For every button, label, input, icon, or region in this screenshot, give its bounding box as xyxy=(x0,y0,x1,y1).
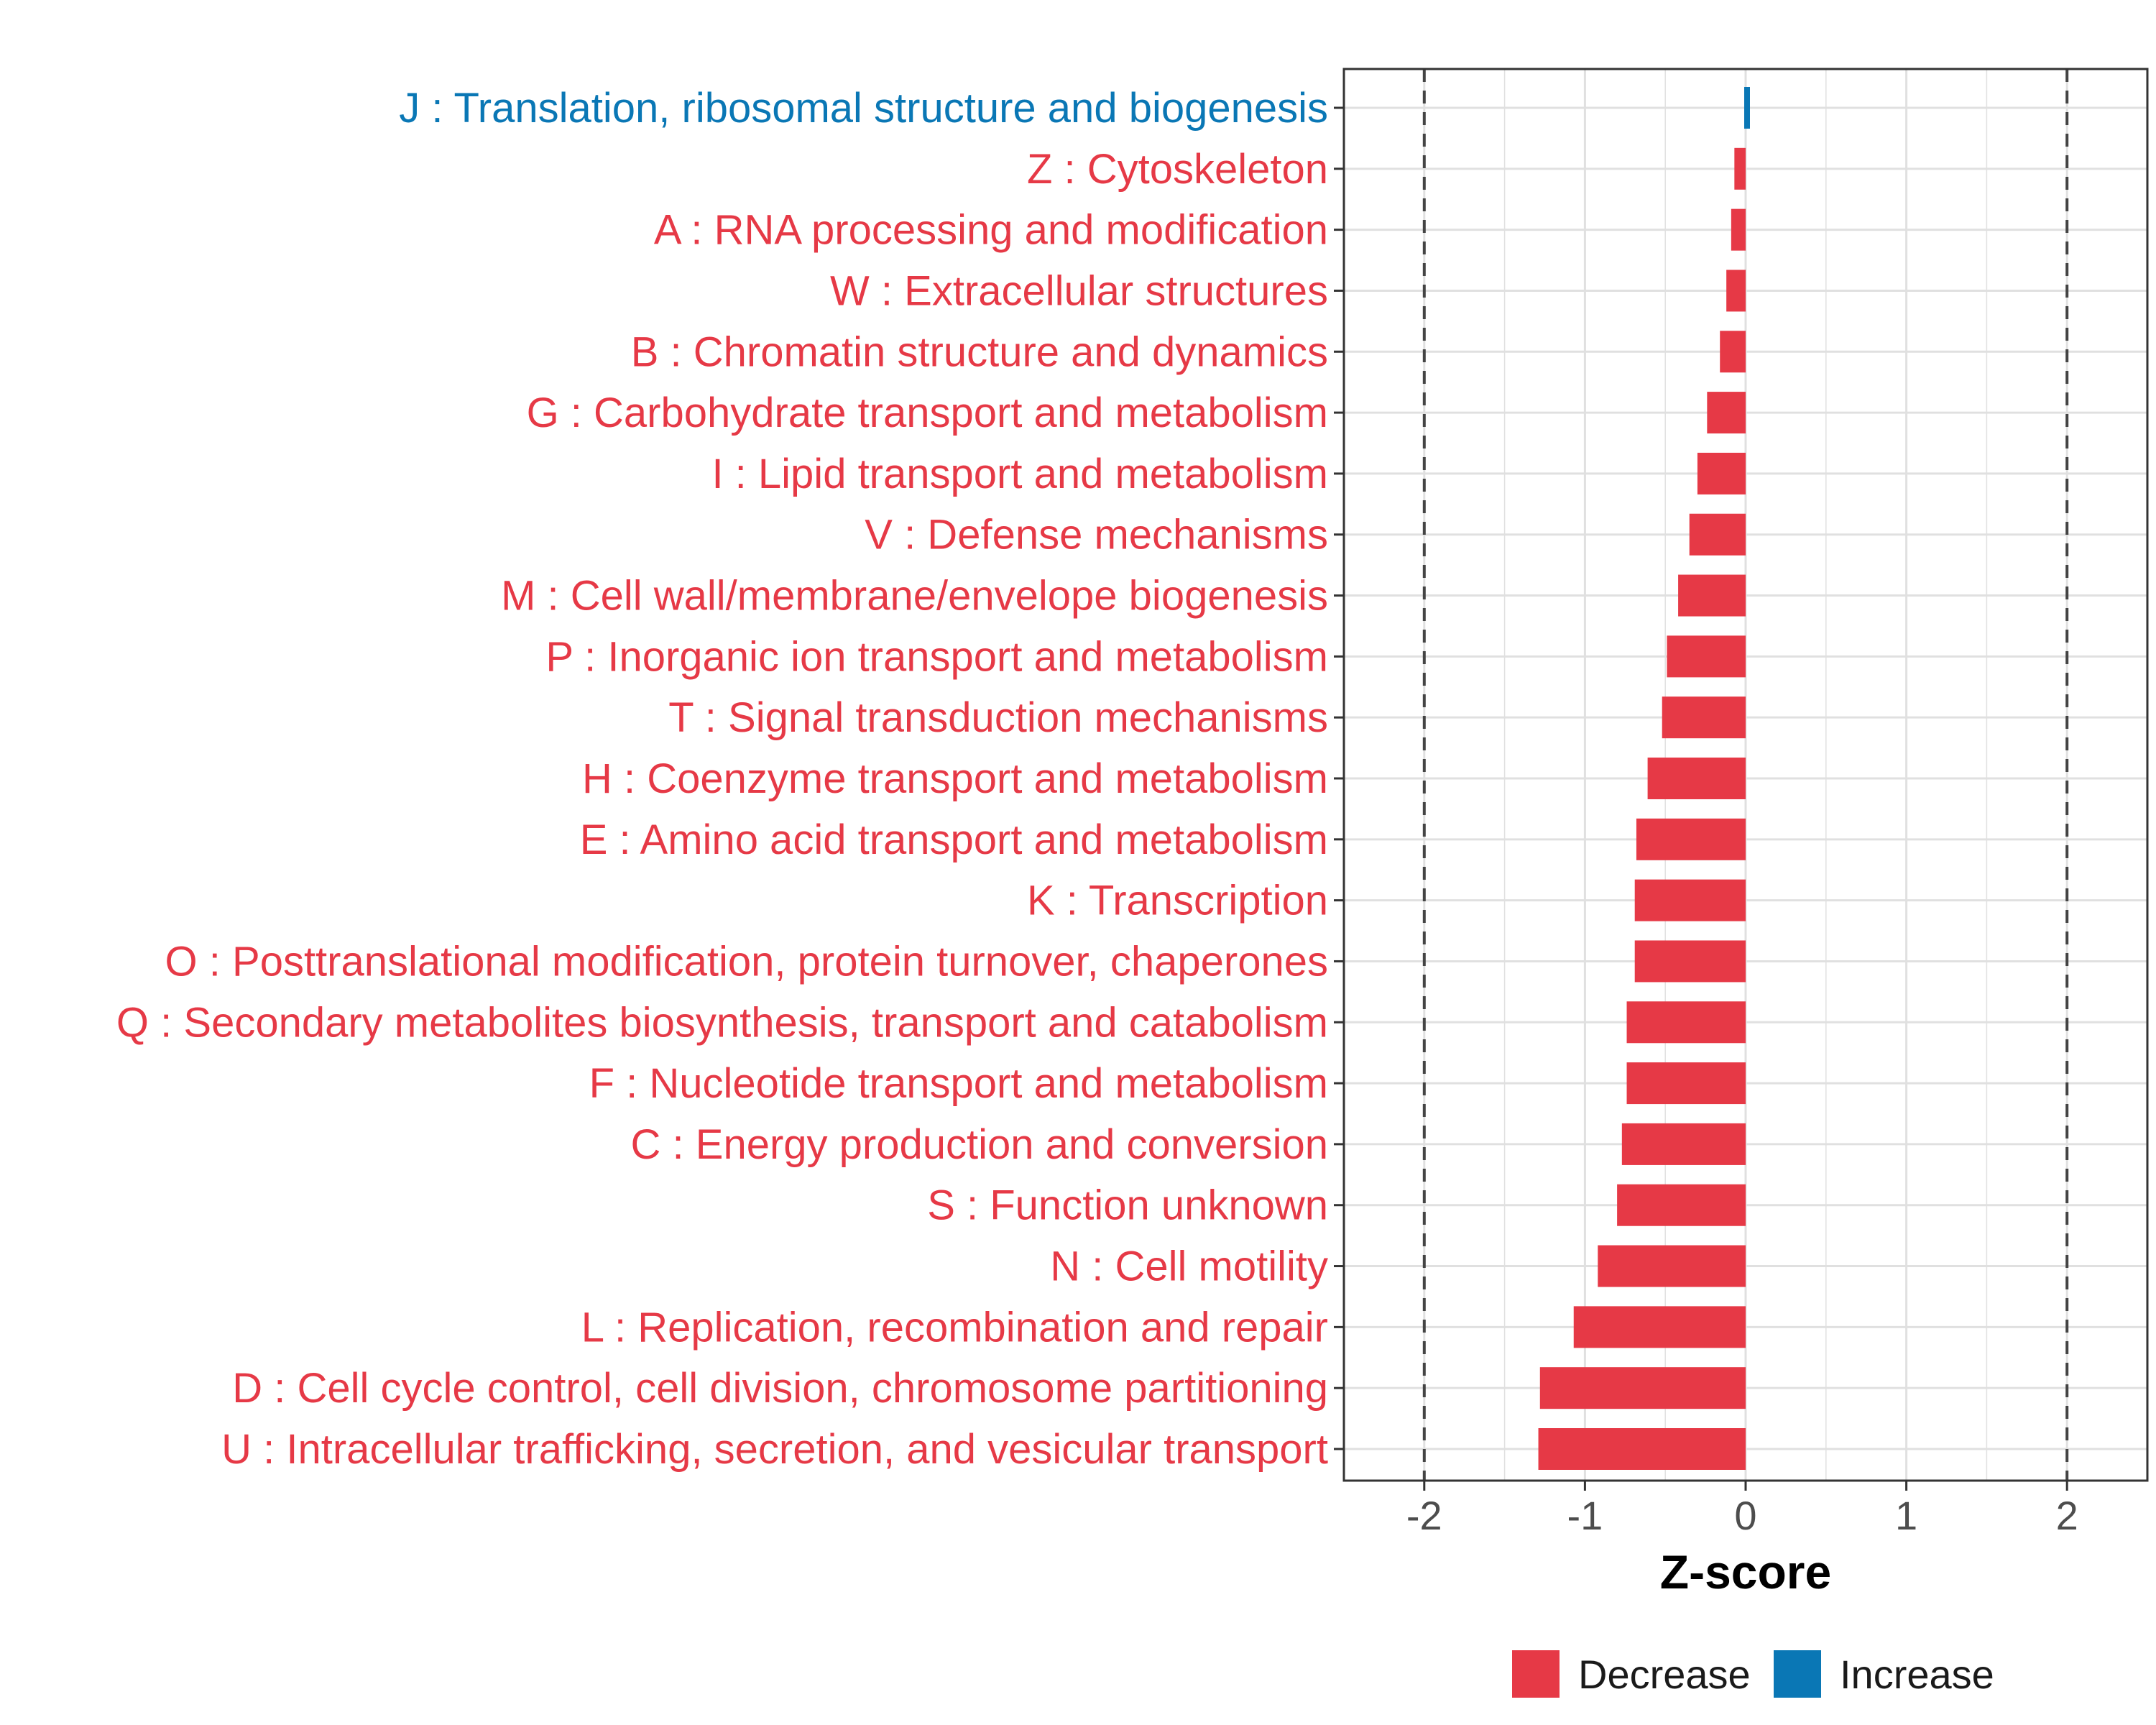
y-tick-label: B : Chromatin structure and dynamics xyxy=(631,328,1328,375)
y-axis-labels: J : Translation, ribosomal structure and… xyxy=(116,85,1328,1473)
y-tick-label: M : Cell wall/membrane/envelope biogenes… xyxy=(501,573,1328,620)
y-tick-label: O : Posttranslational modification, prot… xyxy=(165,938,1328,985)
y-tick-label: W : Extracellular structures xyxy=(830,267,1328,314)
x-tick-label: -2 xyxy=(1406,1493,1442,1538)
bar-l xyxy=(1573,1306,1746,1348)
y-tick-label: K : Transcription xyxy=(1027,878,1328,924)
x-tick-label: 1 xyxy=(1895,1493,1917,1538)
y-tick-label: F : Nucleotide transport and metabolism xyxy=(589,1060,1328,1107)
bars xyxy=(1538,87,1750,1470)
bar-b xyxy=(1720,331,1746,373)
bar-p xyxy=(1667,635,1746,678)
legend: Decrease Increase xyxy=(1512,1650,1994,1698)
x-tick-label: 2 xyxy=(2056,1493,2078,1538)
y-tick-label: T : Signal transduction mechanisms xyxy=(668,694,1328,741)
y-tick-label: Z : Cytoskeleton xyxy=(1027,146,1328,193)
bar-g xyxy=(1707,392,1746,434)
bar-i xyxy=(1697,452,1746,494)
y-tick-label: I : Lipid transport and metabolism xyxy=(711,451,1328,497)
bar-e xyxy=(1636,818,1746,860)
y-tick-label: J : Translation, ribosomal structure and… xyxy=(399,85,1328,132)
bar-w xyxy=(1726,270,1746,312)
bar-d xyxy=(1539,1367,1746,1409)
y-tick-label: H : Coenzyme transport and metabolism xyxy=(582,755,1328,802)
y-tick-label: L : Replication, recombination and repai… xyxy=(581,1304,1328,1351)
y-tick-label: V : Defense mechanisms xyxy=(865,512,1328,558)
x-tick-label: 0 xyxy=(1734,1493,1756,1538)
x-axis-ticks: -2 -1 0 1 2 xyxy=(1406,1481,2078,1538)
bar-f xyxy=(1626,1062,1746,1105)
y-tick-label: G : Carbohydrate transport and metabolis… xyxy=(527,390,1328,436)
x-axis-title: Z-score xyxy=(1660,1545,1831,1598)
bar-m xyxy=(1678,574,1746,617)
bar-z xyxy=(1734,147,1746,190)
bar-j xyxy=(1744,87,1750,129)
y-tick-label: C : Energy production and conversion xyxy=(631,1121,1328,1168)
bar-k xyxy=(1634,879,1746,921)
y-tick-label: A : RNA processing and modification xyxy=(654,207,1328,254)
bar-o xyxy=(1634,940,1746,983)
bar-n xyxy=(1598,1245,1746,1287)
y-tick-label: S : Function unknown xyxy=(927,1182,1328,1229)
x-tick-label: -1 xyxy=(1567,1493,1603,1538)
legend-label-increase: Increase xyxy=(1840,1652,1994,1697)
y-tick-label: D : Cell cycle control, cell division, c… xyxy=(232,1365,1328,1412)
reference-lines xyxy=(1422,69,2069,1481)
y-tick-label: U : Intracellular trafficking, secretion… xyxy=(221,1426,1328,1473)
y-axis-ticks xyxy=(1334,106,1344,1450)
bar-t xyxy=(1662,696,1746,739)
y-tick-label: E : Amino acid transport and metabolism xyxy=(580,816,1328,863)
bar-h xyxy=(1647,758,1746,799)
y-tick-label: P : Inorganic ion transport and metaboli… xyxy=(545,633,1328,680)
bar-v xyxy=(1689,513,1746,556)
bar-s xyxy=(1617,1184,1746,1226)
y-tick-label: N : Cell motility xyxy=(1050,1243,1328,1290)
bar-c xyxy=(1621,1123,1746,1165)
bar-a xyxy=(1731,208,1746,251)
bar-q xyxy=(1626,1001,1746,1044)
legend-swatch-increase xyxy=(1774,1650,1821,1698)
legend-swatch-decrease xyxy=(1512,1650,1560,1698)
legend-label-decrease: Decrease xyxy=(1578,1652,1751,1697)
y-tick-label: Q : Secondary metabolites biosynthesis, … xyxy=(116,999,1328,1046)
bar-u xyxy=(1538,1428,1746,1470)
